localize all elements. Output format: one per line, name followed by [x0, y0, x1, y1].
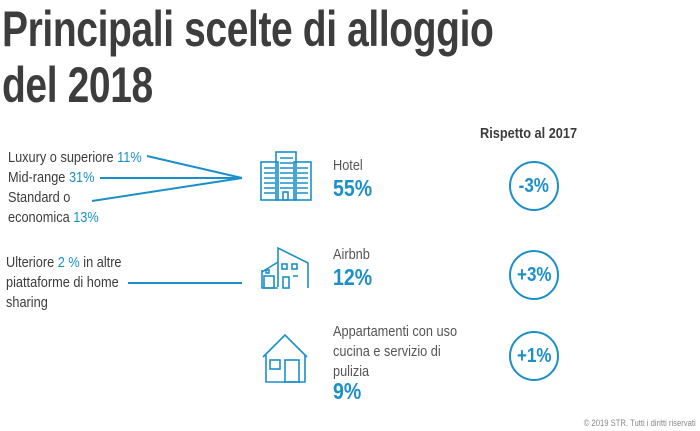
airbnb-note-line1: Ulteriore 2 % in altre: [6, 253, 122, 273]
category-name-apartments-1: Appartamenti con uso: [333, 323, 458, 340]
footer-copyright: © 2019 STR. Tutti i diritti riservati: [584, 418, 696, 428]
airbnb-note-line2: piattaforme di home: [6, 274, 119, 291]
breakdown-standard-line1: Standard o: [8, 189, 71, 206]
note-text: Ulteriore: [6, 254, 55, 271]
title-line-2: del 2018: [2, 57, 153, 113]
change-badge-apartments: +1%: [509, 331, 559, 381]
breakdown-value: 13%: [73, 209, 99, 226]
breakdown-value: 31%: [68, 169, 95, 186]
airbnb-note-line3: sharing: [6, 294, 48, 311]
category-share-apartments: 9%: [333, 378, 362, 404]
house-icon: [262, 333, 308, 383]
category-name-hotel: Hotel: [333, 157, 363, 174]
category-name-airbnb: Airbnb: [333, 246, 370, 263]
change-value: +1%: [516, 344, 552, 367]
note-text: in altre: [83, 254, 122, 271]
breakdown-label: Luxury o superiore: [8, 149, 114, 166]
title-line-1: Principali scelte di alloggio: [2, 1, 494, 57]
breakdown-label: economica: [8, 209, 70, 226]
category-share-hotel: 55%: [333, 175, 373, 201]
category-share-airbnb: 12%: [333, 264, 373, 290]
modern-house-icon: [261, 246, 309, 289]
category-name-apartments-3: pulizia: [333, 363, 370, 380]
change-value: -3%: [518, 174, 550, 197]
connector-standard: [91, 177, 243, 202]
connector-luxury: [146, 155, 243, 179]
breakdown-value: 11%: [117, 149, 142, 166]
breakdown-label: Mid-range: [8, 169, 66, 186]
breakdown-midrange: Mid-range 31%: [8, 168, 94, 188]
change-badge-hotel: -3%: [509, 161, 559, 211]
breakdown-standard: economica 13%: [8, 208, 99, 228]
comparison-header: Rispetto al 2017: [480, 125, 578, 142]
change-value: +3%: [516, 263, 552, 286]
office-building-icon: [260, 151, 312, 201]
change-badge-airbnb: +3%: [509, 250, 559, 300]
note-value: 2 %: [57, 254, 80, 271]
breakdown-luxury: Luxury o superiore 11%: [8, 148, 142, 168]
category-name-apartments-2: cucina e servizio di: [333, 343, 441, 360]
